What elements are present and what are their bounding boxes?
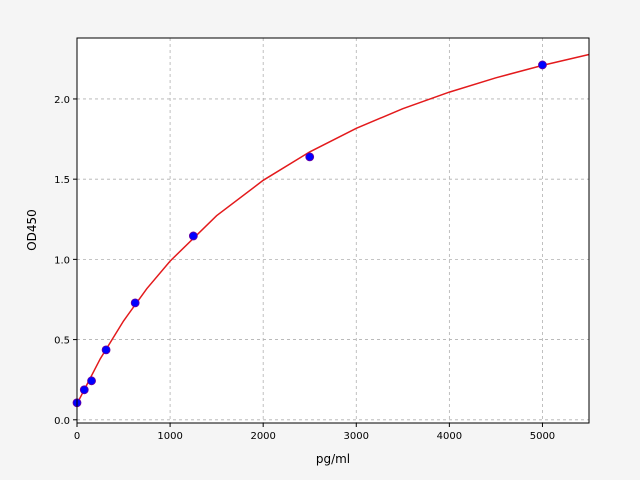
- data-point: [130, 298, 140, 308]
- y-tick-label: 0.5: [54, 336, 70, 347]
- y-tick-label: 1.5: [54, 175, 70, 186]
- x-tick-label: 5000: [530, 431, 555, 442]
- fit-curve-group: [76, 53, 590, 405]
- data-point: [79, 385, 89, 395]
- x-tick-label: 3000: [344, 431, 369, 442]
- plot-area: [77, 38, 589, 423]
- fit-curve-line: [76, 53, 590, 405]
- data-point: [305, 152, 315, 162]
- y-tick-label: 1.0: [54, 255, 70, 266]
- data-point: [538, 60, 547, 70]
- x-tick-label: 0: [74, 431, 80, 442]
- x-tick-label: 1000: [157, 431, 182, 442]
- data-point: [87, 376, 96, 386]
- y-tick-label: 0.0: [54, 416, 70, 427]
- ticks: 0 1000 2000 3000 4000 5000 0.0 0.5 1.0 1.5 2.0: [54, 95, 555, 442]
- x-axis-label: pg/ml: [316, 452, 350, 466]
- y-tick-label: 2.0: [54, 95, 70, 106]
- y-axis-label: OD450: [25, 209, 39, 251]
- data-point: [101, 345, 111, 355]
- x-tick-label: 2000: [250, 431, 275, 442]
- plot-frame: [76, 37, 590, 424]
- x-tick-label: 4000: [437, 431, 462, 442]
- data-point: [188, 231, 198, 241]
